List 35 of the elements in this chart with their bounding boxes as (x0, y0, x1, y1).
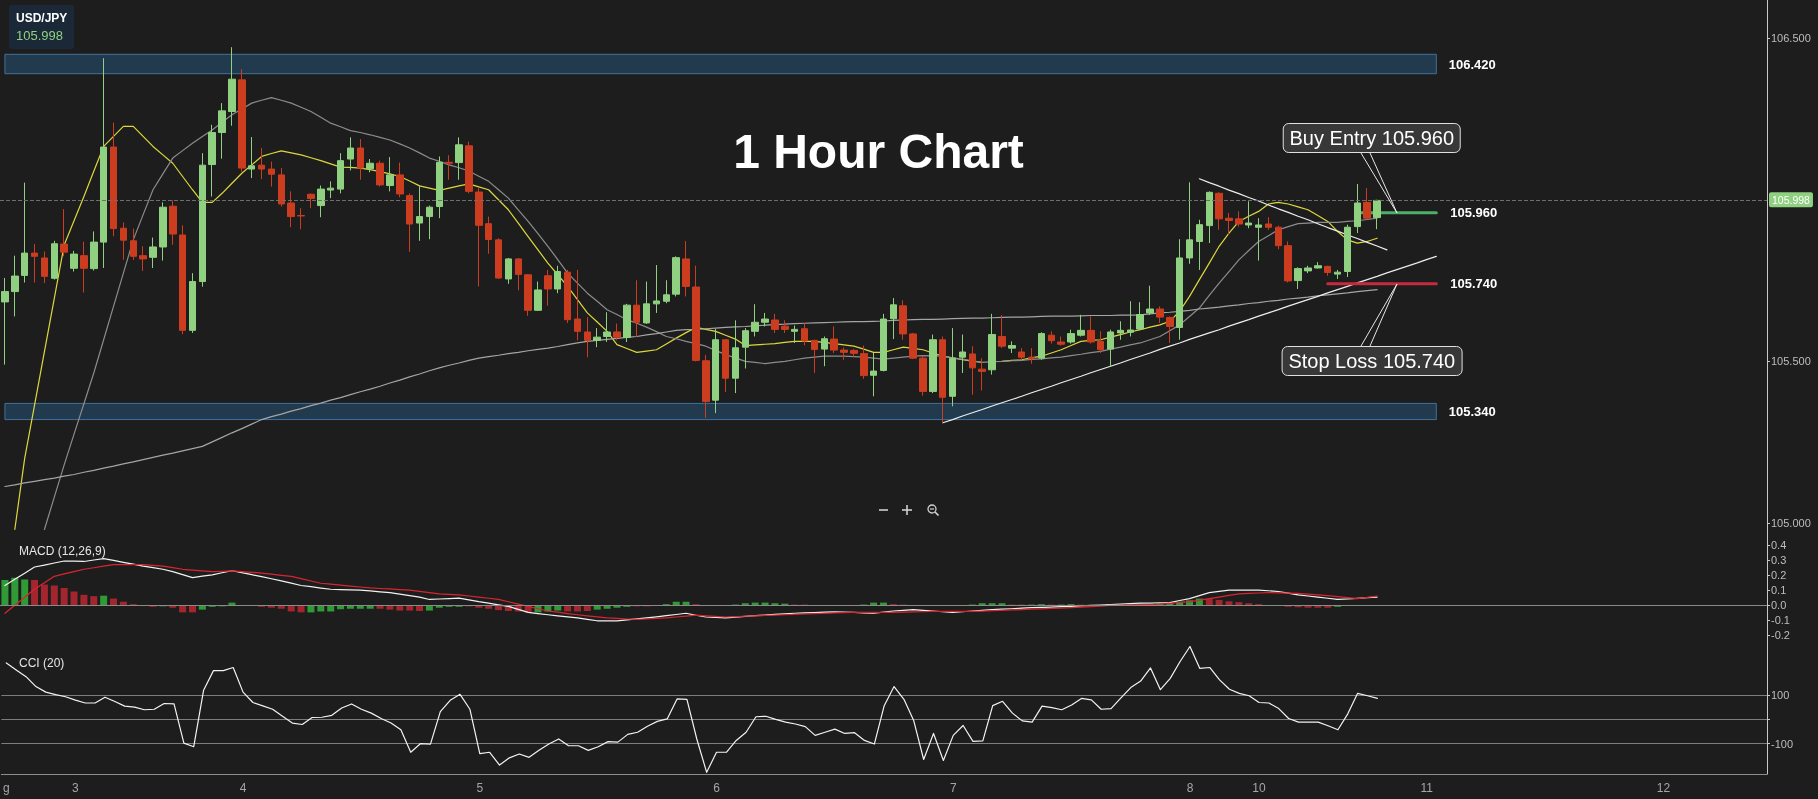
annotation: 105.998 (16, 27, 64, 45)
data-label: 105.960 (1450, 205, 1498, 221)
x-tick-label: 12 (1656, 781, 1671, 795)
annotation: USD/JPY (16, 10, 68, 27)
x-tick-label: 11 (1420, 781, 1434, 795)
text: CCI (20) (19, 656, 65, 670)
x-tick-label: 5 (476, 781, 484, 795)
y-tick-label: -100 (1771, 737, 1794, 750)
y-tick-label: 0.0 (1771, 599, 1787, 612)
x-tick-label: 3 (72, 781, 80, 795)
data-label: 105.740 (1450, 276, 1498, 292)
callout-box: Buy Entry 105.960 (1282, 122, 1462, 153)
label-box: USD/JPY 105.998 (9, 5, 75, 49)
x-tick-label: 10 (1252, 781, 1267, 795)
band-label: 105.340 (1448, 403, 1496, 419)
y-tick-label: -0.2 (1771, 629, 1790, 642)
x-tick-label: g (2, 781, 10, 795)
x-tick-label: 6 (713, 781, 721, 795)
x-tick-label: 4 (239, 781, 247, 795)
ref-line-label: 105.998 (1772, 193, 1811, 206)
band-label: 106.420 (1448, 56, 1496, 72)
y-tick-label: 0.4 (1771, 539, 1787, 552)
y-tick-label: 0.3 (1771, 554, 1787, 567)
y-tick-label: 106.500 (1771, 32, 1811, 45)
y-tick-label: 105.500 (1771, 355, 1811, 368)
x-tick-label: 7 (949, 781, 957, 795)
x-tick-label: 8 (1186, 781, 1194, 795)
callout-box: Stop Loss 105.740 (1281, 345, 1463, 376)
text: MACD (12,26,9) (19, 544, 106, 558)
y-tick-label: 0.1 (1771, 584, 1787, 597)
y-tick-label: 105.000 (1771, 517, 1811, 530)
y-tick-label: -0.1 (1771, 614, 1790, 627)
y-tick-label: 100 (1771, 689, 1790, 702)
text: 1 Hour Chart (733, 124, 1024, 178)
y-tick-label: 0.2 (1771, 569, 1787, 582)
